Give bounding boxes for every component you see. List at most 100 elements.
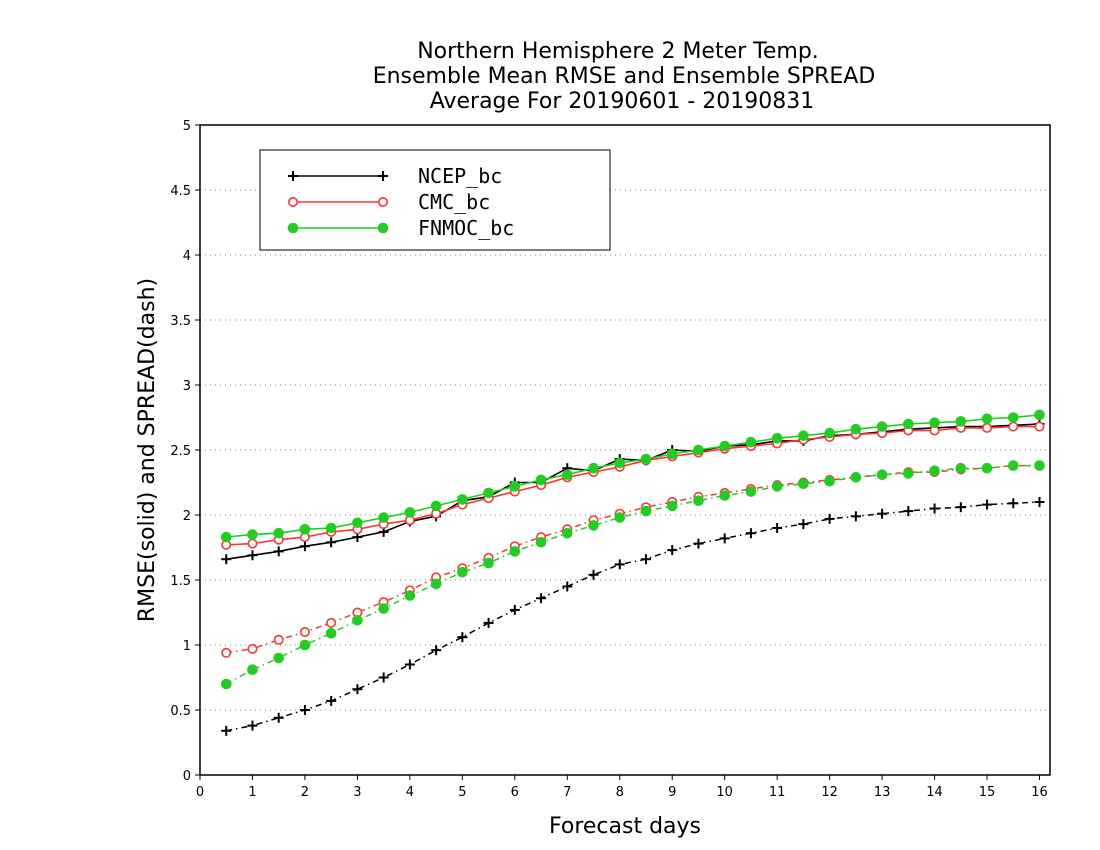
x-tick-label: 7 xyxy=(563,785,571,800)
spread-point-ncep-bc xyxy=(798,519,809,530)
rmse-point-fnmoc-bc xyxy=(483,487,494,499)
legend-item-fnmoc-bc: FNMOC_bc xyxy=(287,216,514,240)
spread-point-cmc-bc xyxy=(326,617,337,628)
x-tick-label: 4 xyxy=(406,785,414,800)
rmse-point-fnmoc-bc xyxy=(850,423,862,435)
spread-point-fnmoc-bc xyxy=(430,578,442,590)
spread-point-ncep-bc xyxy=(431,645,442,656)
rmse-point-fnmoc-bc xyxy=(430,500,442,512)
spread-point-fnmoc-bc xyxy=(325,628,337,639)
rmse-point-fnmoc-bc xyxy=(876,421,888,432)
rmse-point-fnmoc-bc xyxy=(693,444,704,456)
plot-frame xyxy=(199,124,1051,776)
rmse-point-fnmoc-bc xyxy=(561,469,573,481)
spread-point-fnmoc-bc xyxy=(1034,460,1045,471)
spread-point-fnmoc-bc xyxy=(693,495,704,507)
spread-point-ncep-bc xyxy=(404,659,415,670)
spread-point-cmc-bc xyxy=(247,643,258,654)
y-tick-label: 1 xyxy=(183,639,191,654)
spread-point-ncep-bc xyxy=(955,502,966,513)
spread-point-ncep-bc xyxy=(614,559,625,570)
y-tick-label: 0 xyxy=(183,769,191,784)
rmse-point-fnmoc-bc xyxy=(352,517,363,529)
spread-point-ncep-bc xyxy=(1008,498,1019,509)
rmse-point-fnmoc-bc xyxy=(824,427,835,439)
rmse-point-fnmoc-bc xyxy=(404,507,416,518)
rmse-point-fnmoc-bc xyxy=(509,481,521,492)
spread-point-cmc-bc xyxy=(299,626,310,637)
rmse-point-cmc-bc xyxy=(982,422,993,433)
spread-point-ncep-bc xyxy=(326,695,337,706)
spread-point-fnmoc-bc xyxy=(955,462,967,474)
legend-marker xyxy=(377,222,389,234)
spread-point-cmc-bc xyxy=(273,634,284,645)
spread-point-ncep-bc xyxy=(536,593,547,604)
legend-box xyxy=(259,149,611,251)
x-tick-label: 1 xyxy=(248,785,256,800)
spread-point-fnmoc-bc xyxy=(981,462,993,474)
spread-point-fnmoc-bc xyxy=(299,639,311,651)
spread-point-ncep-bc xyxy=(772,523,783,533)
legend-marker xyxy=(287,222,299,234)
spread-point-ncep-bc xyxy=(562,581,573,592)
x-tick-label: 11 xyxy=(769,785,786,800)
spread-point-fnmoc-bc xyxy=(247,664,258,676)
spread-line-cmc-bc xyxy=(226,464,1040,654)
spread-point-fnmoc-bc xyxy=(903,468,914,479)
spread-point-ncep-bc xyxy=(640,554,651,565)
x-tick-label: 13 xyxy=(874,785,891,800)
x-tick-label: 16 xyxy=(1031,785,1048,800)
y-tick-label: 0.5 xyxy=(170,704,191,719)
spread-point-fnmoc-bc xyxy=(719,490,730,501)
rmse-point-fnmoc-bc xyxy=(614,457,626,469)
chart-title-line-2: Ensemble Mean RMSE and Ensemble SPREAD xyxy=(373,64,876,89)
spread-point-ncep-bc xyxy=(929,503,940,514)
series-lines xyxy=(220,409,1045,736)
spread-point-ncep-bc xyxy=(378,672,389,683)
spread-point-fnmoc-bc xyxy=(929,465,940,477)
spread-point-ncep-bc xyxy=(299,705,310,715)
x-tick-label: 0 xyxy=(196,785,204,800)
spread-point-fnmoc-bc xyxy=(509,546,521,557)
x-tick-label: 14 xyxy=(926,785,943,800)
spread-point-ncep-bc xyxy=(273,712,284,723)
grid-lines xyxy=(200,189,1050,711)
rmse-point-fnmoc-bc xyxy=(955,416,967,427)
rmse-point-fnmoc-bc xyxy=(273,527,285,539)
rmse-point-fnmoc-bc xyxy=(220,531,232,543)
spread-point-fnmoc-bc xyxy=(352,615,363,626)
spread-point-fnmoc-bc xyxy=(850,472,862,483)
rmse-point-fnmoc-bc xyxy=(719,440,730,452)
spread-point-fnmoc-bc xyxy=(588,520,599,531)
rmse-point-fnmoc-bc xyxy=(299,524,311,535)
x-axis-title: Forecast days xyxy=(549,814,701,839)
rmse-point-fnmoc-bc xyxy=(325,522,337,534)
spread-point-fnmoc-bc xyxy=(666,500,678,512)
rmse-point-fnmoc-bc xyxy=(981,413,993,425)
y-tick-label: 3.5 xyxy=(170,314,191,329)
rmse-point-fnmoc-bc xyxy=(535,474,547,486)
spread-point-fnmoc-bc xyxy=(378,603,389,614)
y-tick-label: 4 xyxy=(183,249,191,264)
rmse-point-fnmoc-bc xyxy=(1034,409,1045,421)
chart-title-line-3: Average For 20190601 - 20190831 xyxy=(430,89,815,114)
y-tick-label: 2.5 xyxy=(170,444,191,459)
y-tick-label: 3 xyxy=(183,379,191,394)
rmse-point-fnmoc-bc xyxy=(1007,412,1019,423)
spread-point-cmc-bc xyxy=(221,647,232,658)
spread-point-fnmoc-bc xyxy=(535,537,547,548)
rmse-point-fnmoc-bc xyxy=(771,433,783,444)
x-tick-label: 6 xyxy=(511,785,519,800)
rmse-point-cmc-bc xyxy=(247,538,258,549)
legend-marker xyxy=(287,197,298,208)
x-tick-label: 3 xyxy=(353,785,361,800)
legend-item-ncep-bc: NCEP_bc xyxy=(288,164,502,188)
spread-line-fnmoc-bc xyxy=(225,464,1040,685)
spread-point-ncep-bc xyxy=(509,604,520,615)
spread-point-fnmoc-bc xyxy=(640,505,652,517)
spread-point-ncep-bc xyxy=(982,499,993,510)
x-tick-label: 15 xyxy=(979,785,996,800)
spread-point-ncep-bc xyxy=(693,538,704,549)
rmse-point-fnmoc-bc xyxy=(929,417,940,429)
